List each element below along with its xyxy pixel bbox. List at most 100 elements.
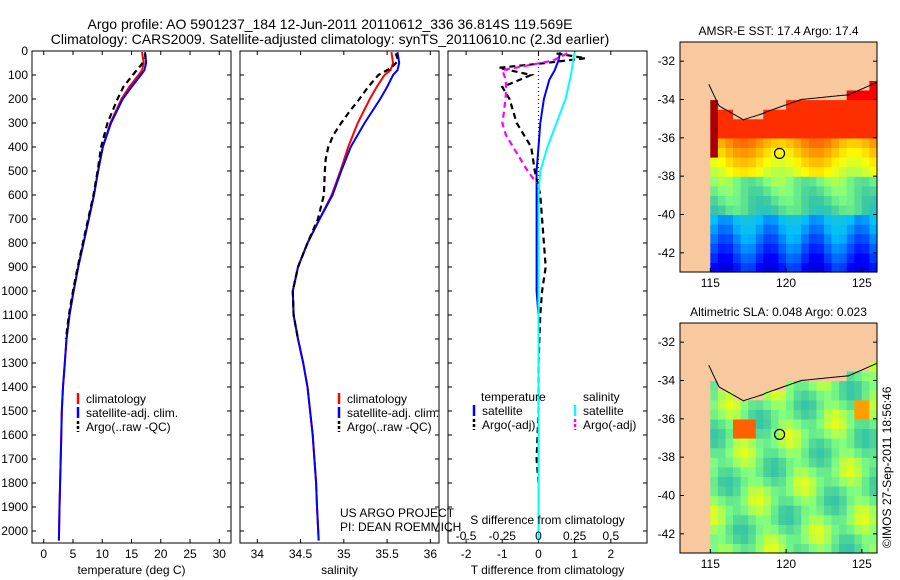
map-cell <box>725 80 734 91</box>
map-cell <box>846 89 855 101</box>
map-cell <box>808 332 817 343</box>
map-cell <box>846 466 855 477</box>
map-cell <box>702 466 711 477</box>
map-cell <box>717 428 727 439</box>
map-cell <box>778 514 787 525</box>
x-tick-label: 34.5 <box>289 547 313 561</box>
map-cell <box>740 428 749 439</box>
map-cell <box>808 514 817 525</box>
map-cell <box>786 418 795 429</box>
map-cell <box>854 457 863 468</box>
map-cell <box>680 262 689 273</box>
map-cell <box>854 447 863 458</box>
map-cell <box>763 61 772 72</box>
map-cell <box>680 505 689 516</box>
map-cell <box>808 543 817 554</box>
map-cell <box>702 428 711 439</box>
sst-map-panel: AMSR-E SST: 17.4 Argo: 17.4 115 120 125 -32 -… <box>658 24 878 290</box>
map-cell <box>770 109 780 120</box>
map-cell <box>733 70 742 81</box>
map-cell <box>710 409 719 420</box>
map-cell <box>740 351 749 362</box>
map-cell <box>824 80 833 91</box>
map-cell <box>786 70 795 81</box>
map-cell <box>869 524 878 535</box>
map-cell <box>755 485 764 497</box>
map-cell <box>839 70 848 81</box>
map-cell <box>680 457 689 468</box>
map-cell <box>710 252 719 263</box>
map-cell <box>808 370 817 382</box>
map-cell <box>770 514 780 525</box>
map-cell <box>740 118 749 129</box>
map-cell <box>710 332 719 343</box>
map-cell <box>831 252 840 263</box>
map-cell <box>808 252 817 263</box>
map-cell <box>702 524 711 535</box>
map-cell <box>861 438 870 449</box>
legend-entry: satellite-adj. clim. <box>347 406 439 420</box>
map-cell <box>861 214 870 225</box>
map-cell <box>793 185 802 196</box>
map-cell <box>748 157 757 168</box>
y-tick-label: 600 <box>8 188 28 202</box>
map-cell <box>824 524 833 535</box>
map-cell <box>778 99 787 110</box>
map-cell <box>793 495 802 506</box>
map-cell <box>808 137 817 148</box>
map-cell <box>839 543 848 554</box>
map-cell <box>710 147 719 158</box>
map-cell <box>733 495 742 506</box>
map-cell <box>748 51 757 62</box>
y-tick-label: 700 <box>8 212 28 226</box>
map-cell <box>680 543 689 554</box>
map-cell <box>786 390 795 401</box>
map-cell <box>808 176 817 187</box>
map-cell <box>801 418 810 429</box>
map-cell <box>680 409 689 420</box>
map-cell <box>755 380 764 391</box>
map-cell <box>687 157 696 168</box>
map-cell <box>801 128 810 139</box>
map-cell <box>748 380 757 391</box>
map-cell <box>786 438 795 449</box>
map-cell <box>861 399 870 410</box>
map-cell <box>869 514 878 525</box>
map-cell <box>846 195 855 206</box>
legend-entry: Argo(-adj) <box>482 418 535 432</box>
map-cell <box>778 428 787 439</box>
map-cell <box>839 399 848 410</box>
map-cell <box>854 495 863 506</box>
map-cell <box>824 166 833 177</box>
map-cell <box>695 99 704 110</box>
map-cell <box>702 176 711 187</box>
map-cell <box>725 457 734 468</box>
map-cell <box>831 80 840 91</box>
map-cell <box>808 80 817 91</box>
map-cell <box>778 524 787 535</box>
map-cell <box>687 457 696 468</box>
map-cell <box>869 252 878 263</box>
map-cell <box>846 252 855 263</box>
map-cell <box>755 447 764 458</box>
map-cell <box>695 485 704 497</box>
map-cell <box>831 166 840 177</box>
y-tick-label: -36 <box>658 412 676 426</box>
map-cell <box>854 332 863 343</box>
map-cell <box>786 195 795 206</box>
map-cell <box>702 204 711 216</box>
map-cell <box>854 80 863 91</box>
map-cell <box>687 89 696 101</box>
map-cell <box>854 466 863 477</box>
map-cell <box>740 485 749 497</box>
map-cell <box>717 524 727 535</box>
y-tick-label: 1500 <box>1 404 28 418</box>
map-cell <box>748 409 757 420</box>
map-cell <box>702 533 711 544</box>
map-cell <box>786 332 795 343</box>
map-cell <box>816 476 825 487</box>
map-cell <box>793 399 802 410</box>
map-cell <box>740 243 749 254</box>
map-cell <box>748 80 757 91</box>
map-cell <box>702 128 711 139</box>
